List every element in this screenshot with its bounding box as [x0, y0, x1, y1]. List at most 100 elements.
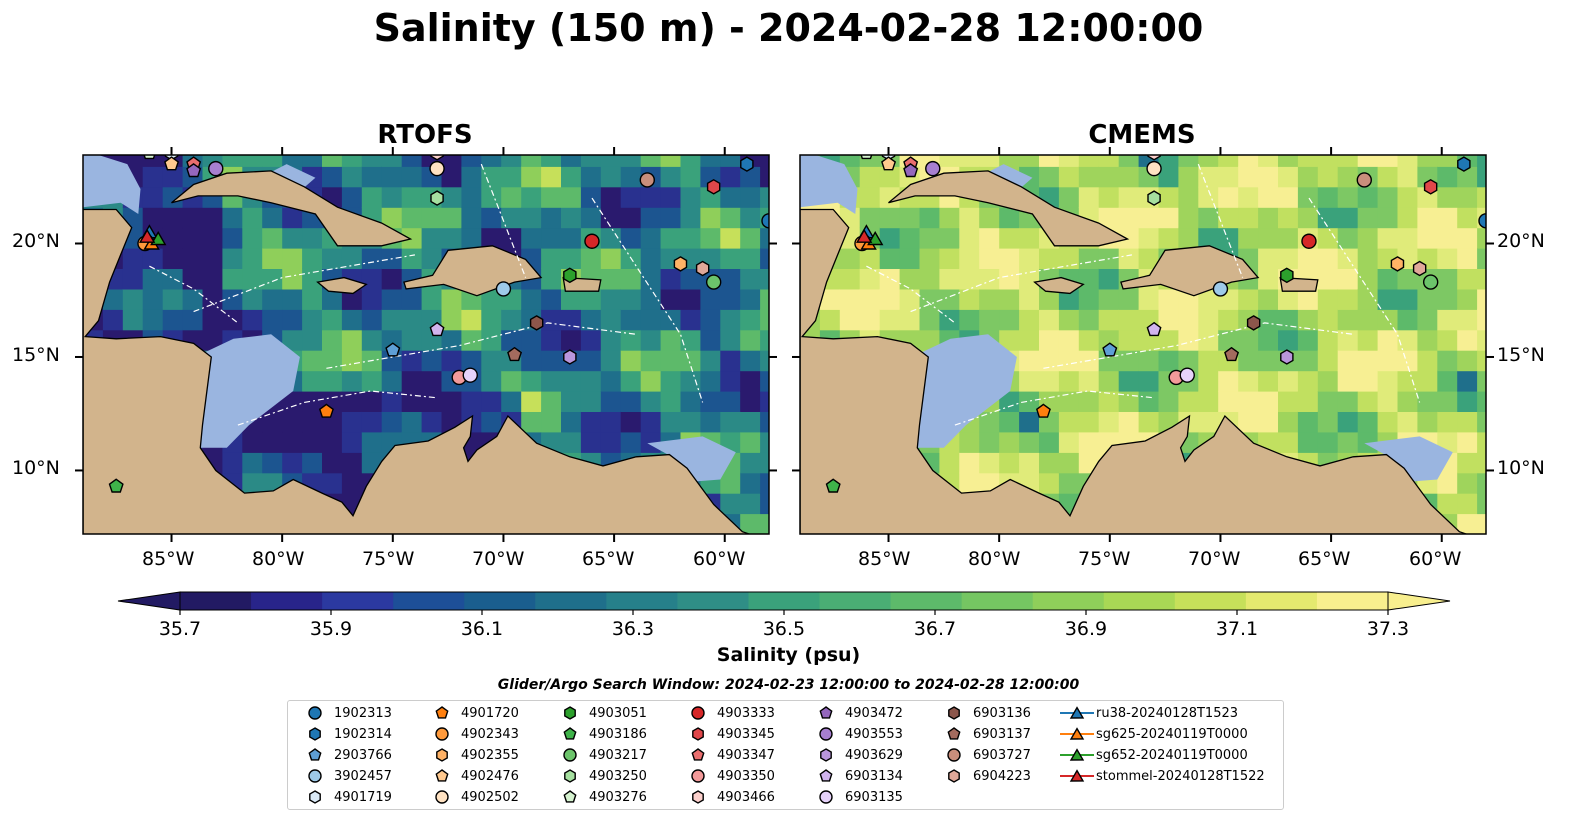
- triangle-marker-icon: [1060, 706, 1094, 719]
- circle-marker-icon: [435, 790, 449, 804]
- legend-label: 4903347: [717, 747, 775, 763]
- lon-label-60w-left: 60°W: [693, 548, 746, 570]
- legend-label: 4903629: [845, 747, 903, 763]
- circle-marker-icon: [947, 748, 961, 762]
- colorbar-swatch: [961, 592, 1034, 610]
- hexagon-marker-icon: [692, 727, 704, 741]
- legend-item: 4902355: [423, 746, 519, 764]
- marker-4902355: [673, 256, 688, 272]
- marker-4902502: [1146, 160, 1162, 177]
- marker-4902355: [1390, 256, 1405, 272]
- colorbar-swatch: [464, 592, 536, 610]
- pentagon-marker-icon: [819, 769, 833, 782]
- colorbar: [117, 591, 1451, 615]
- pentagon-marker-icon: [819, 706, 833, 719]
- panel-title-rtofs: RTOFS: [377, 120, 473, 150]
- triangle-marker-icon: [1060, 769, 1094, 782]
- legend: 1902313 1902314 2903766 3902457 4901719 49017…: [287, 700, 1284, 810]
- lat-label-15n-left: 15°N: [12, 344, 60, 366]
- marker-2903766: [1102, 342, 1118, 357]
- circle-marker-icon: [308, 769, 322, 783]
- pentagon-marker-icon: [435, 706, 449, 719]
- colorbar-tick-label: 37.3: [1366, 618, 1410, 640]
- lon-label-75w-right: 75°W: [1078, 548, 1131, 570]
- legend-item: 4901719: [296, 788, 392, 806]
- marker-4902476: [164, 156, 180, 171]
- legend-label: 4903051: [589, 705, 647, 721]
- legend-label: 6903137: [973, 726, 1031, 742]
- legend-label: 6903727: [973, 747, 1031, 763]
- legend-label: sg652-20240119T0000: [1096, 747, 1248, 763]
- legend-label: 2903766: [334, 747, 392, 763]
- legend-item: 1902314: [296, 725, 392, 743]
- legend-item: 6903136: [935, 704, 1031, 722]
- marker-6903135: [462, 367, 478, 383]
- colorbar-swatch: [1032, 592, 1105, 610]
- pentagon-marker-icon: [435, 769, 449, 782]
- marker-6904223: [695, 260, 710, 277]
- hexagon-marker-icon: [948, 769, 960, 783]
- colorbar-tick-label: 36.5: [762, 618, 806, 640]
- map-panel-cmems: [792, 147, 1494, 542]
- pentagon-marker-icon: [563, 790, 577, 803]
- colorbar-swatch: [322, 592, 394, 610]
- legend-label: 1902313: [334, 705, 392, 721]
- marker-6903137: [507, 346, 523, 362]
- lon-label-70w-right: 70°W: [1188, 548, 1241, 570]
- legend-item: 4902343: [423, 725, 519, 743]
- marker-6904223: [1412, 260, 1427, 277]
- legend-label: 4901719: [334, 789, 392, 805]
- legend-item: ru38-20240128T1523: [1058, 704, 1238, 722]
- colorbar-tick-label: 36.9: [1064, 618, 1108, 640]
- marker-4903629: [563, 349, 577, 365]
- lon-label-85w-right: 85°W: [858, 548, 911, 570]
- colorbar-tick-label: 35.9: [309, 618, 353, 640]
- legend-item: 4903333: [679, 704, 775, 722]
- hexagon-marker-icon: [948, 706, 960, 720]
- marker-4901720: [318, 403, 334, 418]
- legend-label: 4903472: [845, 705, 903, 721]
- marker-6903134: [429, 321, 445, 337]
- legend-item: 4903466: [679, 788, 775, 806]
- legend-item: 4902476: [423, 767, 519, 785]
- marker-4903333: [584, 233, 600, 249]
- legend-label: 4903217: [589, 747, 647, 763]
- marker-4901720: [1035, 403, 1051, 418]
- legend-item: stommel-20240128T1522: [1058, 767, 1265, 785]
- legend-label: 4903350: [717, 768, 775, 784]
- legend-label: sg625-20240119T0000: [1096, 726, 1248, 742]
- legend-item: 4903217: [551, 746, 647, 764]
- lon-label-70w-left: 70°W: [472, 548, 525, 570]
- marker-4903250: [430, 190, 444, 206]
- marker-6903727: [639, 172, 655, 188]
- panel-title-cmems: CMEMS: [1088, 120, 1196, 150]
- legend-label: 4903250: [589, 768, 647, 784]
- lat-label-20n-right: 20°N: [1497, 230, 1545, 252]
- colorbar-swatch: [1174, 592, 1247, 610]
- marker-sg652-20240119T0000: [150, 230, 167, 246]
- legend-label: 1902314: [334, 726, 392, 742]
- legend-item: 4903347: [679, 746, 775, 764]
- colorbar-swatch: [251, 592, 323, 610]
- legend-item: 4903051: [551, 704, 647, 722]
- lon-label-65w-right: 65°W: [1298, 548, 1351, 570]
- legend-item: 6903134: [807, 767, 903, 785]
- lon-label-85w-left: 85°W: [142, 548, 195, 570]
- hexagon-marker-icon: [820, 748, 832, 762]
- legend-item: 4903276: [551, 788, 647, 806]
- hexagon-marker-icon: [436, 748, 448, 762]
- circle-marker-icon: [308, 706, 322, 720]
- legend-label: 4902343: [461, 726, 519, 742]
- colorbar-swatch: [1316, 592, 1389, 610]
- legend-label: 4901720: [461, 705, 519, 721]
- lon-label-60w-right: 60°W: [1409, 548, 1462, 570]
- marker-4903333: [1301, 233, 1317, 249]
- legend-item: 4903345: [679, 725, 775, 743]
- legend-item: 6903137: [935, 725, 1031, 743]
- circle-marker-icon: [819, 727, 833, 741]
- legend-label: 4903276: [589, 789, 647, 805]
- hexagon-marker-icon: [564, 769, 576, 783]
- legend-label: 4903466: [717, 789, 775, 805]
- marker-6903136: [529, 315, 544, 331]
